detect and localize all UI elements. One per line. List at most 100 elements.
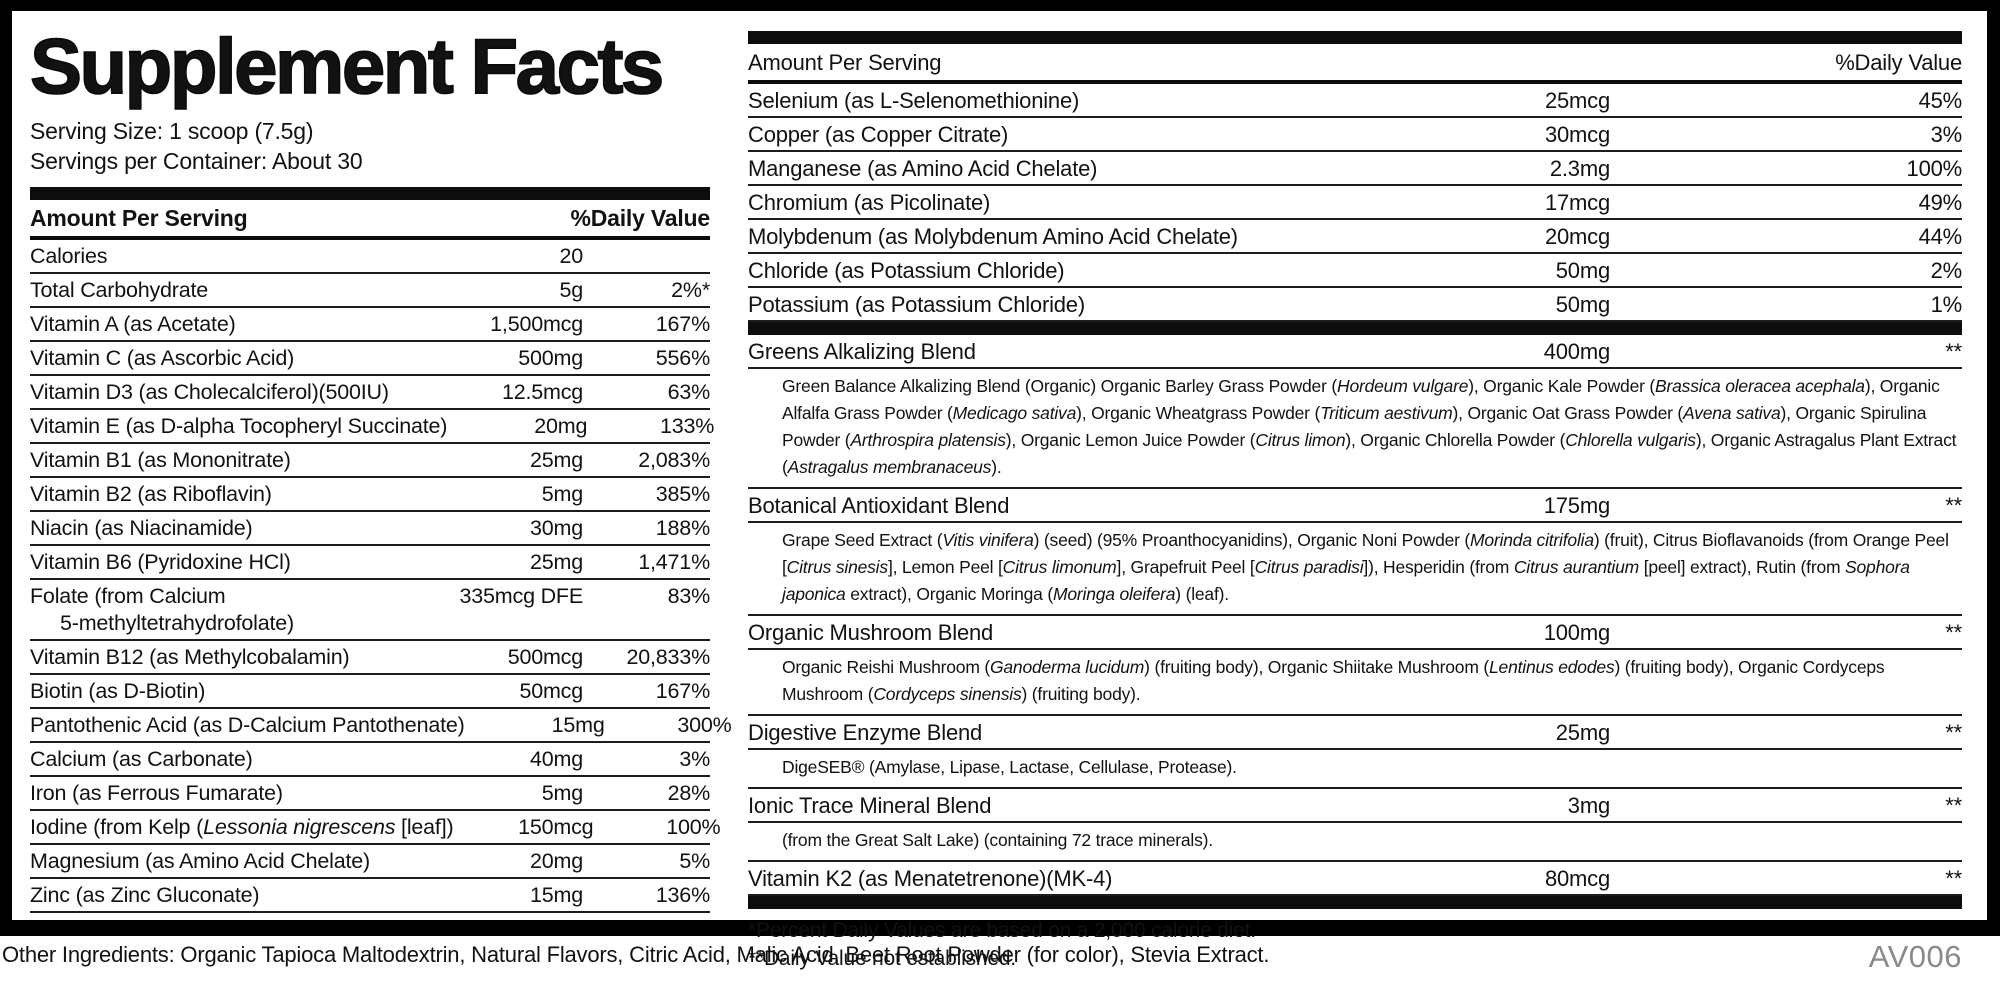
ingredient-name: Digestive Enzyme Blend (748, 720, 983, 745)
ingredient-daily-value: 63% (667, 380, 711, 404)
ingredient-name: Vitamin K2 (as Menatetrenone)(MK-4) (748, 866, 1113, 891)
ingredient-daily-value: 167% (655, 679, 710, 703)
ingredient-daily-value: 44% (1918, 224, 1963, 249)
ingredient-daily-value: 100% (666, 815, 721, 839)
ingredient-name: Folate (from Calcium 5-methyltetrahydrofo… (30, 584, 294, 635)
left-column: Supplement Facts Serving Size: 1 scoop (… (29, 23, 732, 913)
ingredient-daily-value: ** (1945, 620, 1962, 645)
blend-description: Green Balance Alkalizing Blend (Organic)… (748, 369, 1962, 489)
ingredient-name: Potassium (as Potassium Chloride) (748, 292, 1085, 317)
ingredient-amount: 3mg (1567, 793, 1610, 818)
table-row: Manganese (as Amino Acid Chelate) 2.3mg … (748, 152, 1962, 186)
ingredient-amount: 25mg (1555, 720, 1610, 745)
ingredient-daily-value: 133% (660, 414, 715, 438)
table-row: Magnesium (as Amino Acid Chelate) 20mg 5… (30, 845, 710, 879)
table-row: Calories 20 (30, 240, 710, 274)
serving-size: Serving Size: 1 scoop (7.5g) (30, 118, 314, 144)
footnotes: *Percent Daily Values are based on a 2,0… (748, 917, 1962, 973)
ingredient-amount: 2.3mg (1549, 156, 1610, 181)
ingredient-amount: 335mcg DFE (459, 584, 584, 608)
ingredient-amount: 175mg (1543, 493, 1610, 518)
table-row: Iodine (from Kelp (Lessonia nigrescens [… (30, 811, 721, 845)
table-row: Vitamin D3 (as Cholecalciferol)(500IU) 1… (30, 376, 710, 410)
ingredient-daily-value: 300% (677, 713, 732, 737)
ingredient-name: Copper (as Copper Citrate) (748, 122, 1009, 147)
ingredient-daily-value: ** (1945, 866, 1962, 891)
ingredient-name: Chromium (as Picolinate) (748, 190, 991, 215)
ingredient-daily-value: 45% (1918, 88, 1963, 113)
blend-description: Grape Seed Extract (Vitis vinifera) (see… (748, 523, 1962, 616)
ingredient-name: Botanical Antioxidant Blend (748, 493, 1010, 518)
ingredient-amount: 500mg (518, 346, 583, 370)
ingredient-amount: 500mcg (507, 645, 583, 669)
ingredient-daily-value: ** (1945, 339, 1962, 364)
ingredient-name: Iodine (from Kelp (Lessonia nigrescens [… (30, 815, 454, 839)
table-row: Vitamin B2 (as Riboflavin) 5mg 385% (30, 478, 710, 512)
ingredient-amount: 80mcg (1544, 866, 1610, 891)
ingredient-name: Manganese (as Amino Acid Chelate) (748, 156, 1098, 181)
ingredient-amount: 12.5mcg (501, 380, 583, 404)
ingredient-name: Niacin (as Niacinamide) (30, 516, 253, 540)
ingredient-amount: 400mg (1543, 339, 1610, 364)
ingredient-amount: 25mg (530, 550, 583, 574)
ingredient-amount: 100mg (1543, 620, 1610, 645)
table-row: Botanical Antioxidant Blend 175mg ** (748, 489, 1962, 523)
ingredient-daily-value: 3% (679, 747, 710, 771)
ingredient-amount: 50mcg (519, 679, 583, 703)
ingredient-amount: 5mg (541, 781, 583, 805)
ingredient-daily-value: 167% (655, 312, 710, 336)
ingredient-amount: 20mg (534, 414, 588, 438)
ingredient-name: Iron (as Ferrous Fumarate) (30, 781, 283, 805)
ingredient-name: Vitamin B12 (as Methylcobalamin) (30, 645, 350, 669)
footnote-daily-values: *Percent Daily Values are based on a 2,0… (748, 919, 1256, 942)
left-table-header: Amount Per Serving %Daily Value (30, 200, 710, 240)
table-row: Iron (as Ferrous Fumarate) 5mg 28% (30, 777, 710, 811)
table-row: Chloride (as Potassium Chloride) 50mg 2% (748, 254, 1962, 288)
ingredient-daily-value: 100% (1906, 156, 1963, 181)
footnote-not-established: **Daily Value not established. (748, 947, 1016, 970)
divider-bar (748, 896, 1962, 909)
ingredient-daily-value: 28% (667, 781, 711, 805)
ingredient-amount: 5mg (541, 482, 583, 506)
ingredient-name: Calories (30, 244, 108, 268)
table-row: Vitamin A (as Acetate) 1,500mcg 167% (30, 308, 710, 342)
ingredient-amount: 50mg (1555, 292, 1610, 317)
ingredient-name: Vitamin E (as D-alpha Tocopheryl Succina… (30, 414, 448, 438)
ingredient-amount: 1,500mcg (490, 312, 583, 336)
ingredient-name: Greens Alkalizing Blend (748, 339, 976, 364)
table-row: Zinc (as Zinc Gluconate) 15mg 136% (30, 879, 710, 913)
blend-description: Organic Reishi Mushroom (Ganoderma lucid… (748, 650, 1962, 716)
ingredient-name: Magnesium (as Amino Acid Chelate) (30, 849, 370, 873)
ingredient-name: Vitamin B2 (as Riboflavin) (30, 482, 272, 506)
ingredient-daily-value: 3% (1930, 122, 1963, 147)
ingredient-amount: 25mcg (1544, 88, 1610, 113)
table-row: Pantothenic Acid (as D-Calcium Pantothen… (30, 709, 732, 743)
ingredient-amount: 50mg (1555, 258, 1610, 283)
ingredient-daily-value: 188% (655, 516, 710, 540)
table-row: Calcium (as Carbonate) 40mg 3% (30, 743, 710, 777)
ingredient-daily-value: 1% (1930, 292, 1963, 317)
ingredient-amount: 15mg (530, 883, 583, 907)
ingredient-name: Chloride (as Potassium Chloride) (748, 258, 1065, 283)
ingredient-name: Zinc (as Zinc Gluconate) (30, 883, 260, 907)
other-ingredients: Other Ingredients: Organic Tapioca Malto… (2, 942, 1270, 967)
ingredient-amount: 20mg (530, 849, 583, 873)
table-row: Chromium (as Picolinate) 17mcg 49% (748, 186, 1962, 220)
servings-per-container: Servings per Container: About 30 (30, 148, 363, 174)
ingredient-daily-value: ** (1945, 493, 1962, 518)
table-row: Niacin (as Niacinamide) 30mg 188% (30, 512, 710, 546)
ingredient-amount: 20mcg (1544, 224, 1610, 249)
ingredient-name: Total Carbohydrate (30, 278, 209, 302)
ingredient-amount: 40mg (530, 747, 583, 771)
product-code: AV006 (1868, 939, 1962, 974)
ingredient-daily-value: 83% (667, 584, 711, 608)
ingredient-name: Vitamin D3 (as Cholecalciferol)(500IU) (30, 380, 389, 404)
ingredient-name: Biotin (as D-Biotin) (30, 679, 206, 703)
ingredient-daily-value: 1,471% (638, 550, 710, 574)
header-amount-per-serving: Amount Per Serving (748, 50, 942, 75)
ingredient-daily-value: 5% (679, 849, 710, 873)
ingredient-daily-value: 49% (1918, 190, 1963, 215)
table-row: Selenium (as L-Selenomethionine) 25mcg 4… (748, 84, 1962, 118)
ingredient-name: Selenium (as L-Selenomethionine) (748, 88, 1080, 113)
